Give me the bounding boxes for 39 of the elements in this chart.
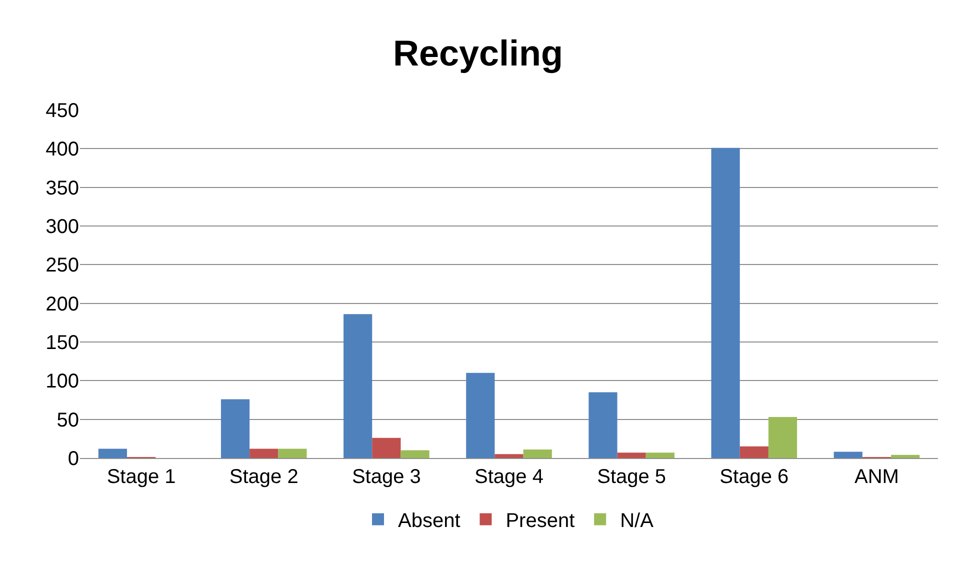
chart-title: Recycling [392,32,564,74]
bar [588,392,618,458]
bar [740,446,768,458]
bar [646,452,674,458]
legend-label: Absent [398,510,461,532]
bar [834,452,862,458]
bar [466,372,495,458]
x-tick-label: Stage 4 [474,466,544,488]
bar [523,449,552,458]
y-tick-label: 200 [46,293,79,316]
x-tick-label: ANM [854,466,899,488]
y-tick-label: 450 [46,100,79,122]
bar [250,448,278,458]
bar [98,448,127,458]
y-tick-label: 0 [68,448,79,470]
bar [372,438,401,458]
bar [494,454,524,458]
legend-label: Present [506,510,576,532]
y-tick-label: 150 [46,332,79,354]
x-tick-label: Stage 2 [229,466,298,488]
y-tick-label: 300 [46,216,79,238]
bar [711,148,740,458]
x-tick-label: Stage 5 [597,466,666,488]
y-tick-label: 250 [46,254,79,277]
y-tick-label: 100 [46,370,79,393]
bar [344,314,372,458]
x-tick-label: Stage 1 [106,466,176,488]
y-tick-label: 350 [46,177,79,200]
y-tick-label: 50 [56,409,79,432]
bar [768,417,798,458]
bar [220,399,250,458]
bar [278,448,307,458]
y-tick-label: 400 [46,138,79,161]
bar [400,450,430,458]
legend-label: N/A [620,510,654,532]
bar [891,454,920,458]
x-tick-label: Stage 6 [720,466,789,488]
x-tick-label: Stage 3 [352,466,421,488]
bar [617,452,646,458]
